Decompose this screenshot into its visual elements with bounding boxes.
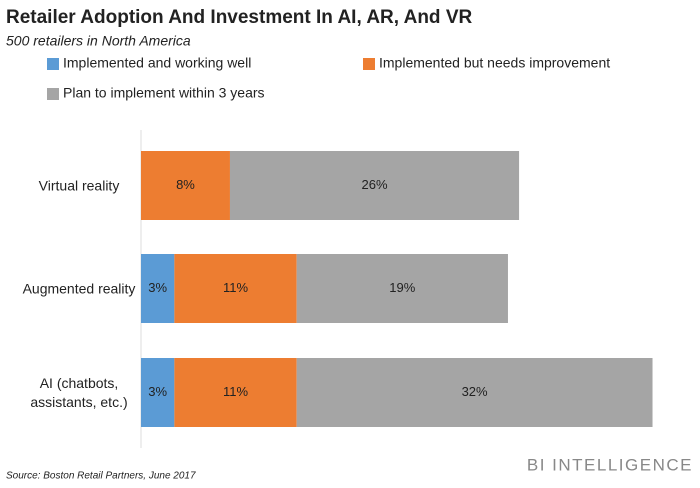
legend-swatch (47, 88, 59, 100)
legend-label: Implemented but needs improvement (379, 55, 610, 71)
bar-segment (229, 151, 520, 220)
data-label: 11% (223, 384, 248, 399)
data-label: 19% (389, 280, 415, 295)
data-label: 32% (462, 384, 488, 399)
legend-label: Implemented and working well (63, 55, 251, 71)
legend-label: Plan to implement within 3 years (63, 85, 265, 101)
bar-segment (174, 254, 297, 323)
bar-segment (141, 254, 175, 323)
data-label: 11% (223, 280, 248, 295)
data-label: 8% (176, 177, 195, 192)
bar-segment (141, 358, 175, 427)
bar-segment (296, 358, 653, 427)
data-label: 26% (362, 177, 388, 192)
category-label: Augmented reality (22, 280, 136, 296)
legend-swatch (47, 58, 59, 70)
brand: BI INTELLIGENCE (527, 455, 693, 474)
data-label: 3% (148, 384, 167, 399)
source: Source: Boston Retail Partners, June 201… (6, 471, 196, 482)
bar-segment (296, 254, 508, 323)
category-label: Virtual reality (38, 177, 120, 193)
data-label: 3% (148, 280, 167, 295)
bar-segment (141, 151, 230, 220)
chart-title: Retailer Adoption And Investment In AI, … (6, 7, 472, 28)
legend-swatch (363, 58, 375, 70)
category-label: AI (chatbots, assistants, etc.) (30, 374, 128, 410)
chart-subtitle: 500 retailers in North America (6, 33, 191, 49)
bar-segment (174, 358, 297, 427)
